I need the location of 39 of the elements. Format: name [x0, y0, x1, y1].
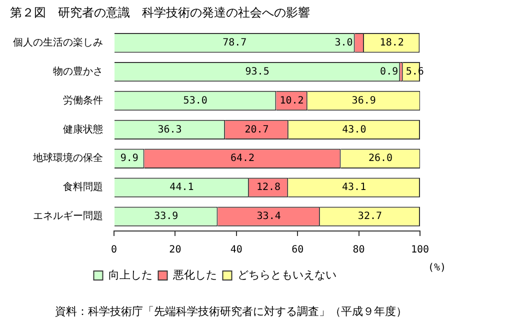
text: 資料：科学技術庁「先端科学技術研究者に対する調査」（平成９年度）	[55, 305, 407, 318]
y-tick-label: 個人の生活の楽しみ	[13, 36, 103, 48]
chart-title: 第２図 研究者の意識 科学技術の発達の社会への影響	[10, 5, 310, 20]
y-tick-label: 労働条件	[63, 94, 103, 106]
y-tick-label: 食料問題	[63, 181, 103, 194]
data-label: 44.1	[170, 182, 194, 194]
data-label: 18.2	[380, 37, 404, 48]
x-tick-label: 60	[292, 244, 304, 256]
data-label: 43.0	[342, 124, 366, 136]
data-label: 33.4	[256, 211, 281, 222]
data-label: 20.7	[244, 124, 269, 136]
x-tick-label: 0	[110, 244, 118, 256]
data-label: 9.9	[120, 153, 138, 164]
legend-label: 悪化した	[172, 268, 217, 282]
data-label: 0.9	[380, 66, 398, 78]
y-tick-label: 健康状態	[63, 123, 103, 136]
x-tick-label: 40	[230, 244, 242, 256]
legend-label: どちらともいえない	[237, 268, 336, 282]
x-tick-label: 20	[169, 244, 182, 256]
data-label: 3.0	[334, 37, 353, 48]
y-tick-label: エネルギー問題	[33, 210, 103, 222]
data-label: 32.7	[358, 211, 382, 222]
legend-label: 向上した	[108, 268, 152, 282]
data-label: 36.3	[158, 124, 182, 136]
y-tick-label: 物の豊かさ	[53, 65, 103, 78]
x-tick-label: 80	[352, 244, 365, 256]
data-label: 26.0	[368, 153, 393, 164]
data-label: 43.1	[342, 182, 366, 194]
data-label: 33.9	[154, 211, 178, 222]
data-label: 53.0	[183, 95, 208, 106]
data-label: 36.9	[352, 95, 376, 106]
y-tick-label: 地球環境の保全	[32, 152, 103, 164]
x-tick-label: 100	[410, 244, 430, 256]
x-axis-title: (%)	[428, 262, 446, 274]
data-label: 93.5	[245, 66, 270, 78]
data-label: 64.2	[230, 153, 255, 164]
data-label: 10.2	[280, 95, 304, 106]
data-label: 12.8	[256, 182, 281, 194]
data-label: 78.7	[222, 37, 247, 48]
